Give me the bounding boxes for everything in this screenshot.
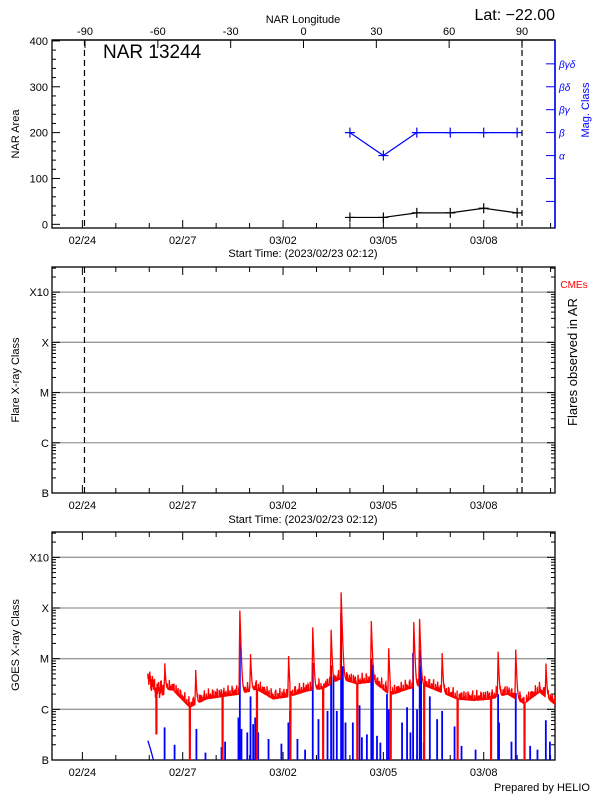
y-tick-label: 200: [30, 128, 48, 140]
mag-class-point: [512, 127, 523, 138]
nar-area-point: [344, 212, 355, 223]
y-tick-label: C: [41, 704, 49, 716]
x-tick-label: 03/08: [470, 235, 498, 247]
x-tick-label: 03/02: [269, 767, 297, 779]
x-tick-label: 03/08: [470, 767, 498, 779]
y-tick-label: C: [41, 438, 49, 450]
mag-class-axis-title: Mag. Class: [580, 82, 592, 138]
longitude-tick-label: 30: [370, 26, 382, 38]
mag-class-point: [478, 127, 489, 138]
mag-class-point: [411, 127, 422, 138]
x-tick-label: 02/24: [69, 235, 97, 247]
mag-class-tick-label: βγδ: [558, 60, 576, 71]
y-tick-label: X: [42, 337, 50, 349]
mag-class-tick-label: βγ: [558, 106, 571, 117]
top-axis-title: NAR Longitude: [266, 14, 341, 26]
y-tick-label: 0: [42, 219, 48, 231]
goes-long-baseline: [147, 740, 155, 760]
x-tick-label: 02/24: [69, 500, 97, 512]
x-tick-label: 03/05: [370, 767, 398, 779]
longitude-tick-label: -60: [150, 26, 166, 38]
mag-class-line: [349, 132, 518, 157]
area-axis-title: NAR Area: [10, 109, 22, 159]
x-tick-label: 03/05: [370, 500, 398, 512]
x-tick-label: 02/27: [169, 235, 197, 247]
mag-class-tick-label: β: [558, 129, 565, 140]
plot-frame: [51, 531, 556, 761]
mag-class-point: [378, 150, 389, 161]
goes-axis-title: GOES X-ray Class: [10, 599, 22, 691]
nar-area-point: [445, 207, 456, 218]
y-tick-label: X: [42, 603, 50, 615]
longitude-tick-label: -30: [223, 26, 239, 38]
y-tick-label: 400: [30, 36, 48, 48]
footer-credit: Prepared by HELIO: [494, 782, 590, 794]
x-tick-label: 03/02: [269, 500, 297, 512]
y-tick-label: 300: [30, 82, 48, 94]
latitude-label: Lat: −22.00: [474, 7, 555, 24]
cmes-label: CMEs: [560, 280, 587, 291]
goes-short-line: [147, 592, 555, 760]
nar-area-point: [378, 212, 389, 223]
mag-class-point: [344, 127, 355, 138]
longitude-tick-label: 60: [443, 26, 455, 38]
y-tick-label: 100: [30, 173, 48, 185]
nar-area-point: [512, 207, 523, 218]
longitude-tick-label: 90: [516, 26, 528, 38]
panel1-xlabel: Start Time: (2023/02/23 02:12): [228, 248, 377, 260]
flare-axis-title: Flare X-ray Class: [10, 337, 22, 422]
flares-observed-axis-title: Flares observed in AR: [565, 298, 580, 426]
panel2-xlabel: Start Time: (2023/02/23 02:12): [228, 514, 377, 526]
mag-class-tick-label: α: [559, 152, 565, 163]
y-tick-label: M: [40, 654, 49, 666]
y-tick-label: B: [42, 755, 49, 767]
x-tick-label: 03/02: [269, 235, 297, 247]
x-tick-label: 02/27: [169, 500, 197, 512]
nar-area-point: [478, 203, 489, 214]
y-tick-label: M: [40, 388, 49, 400]
longitude-tick-label: -90: [77, 26, 93, 38]
mag-class-point: [445, 127, 456, 138]
mag-class-tick-label: βδ: [558, 83, 571, 94]
x-tick-label: 03/08: [470, 500, 498, 512]
plot-frame: [51, 39, 556, 229]
y-tick-label: X10: [29, 287, 49, 299]
nar-area-point: [411, 207, 422, 218]
x-tick-label: 03/05: [370, 235, 398, 247]
y-tick-label: X10: [29, 552, 49, 564]
goes-data-layer: [147, 592, 555, 760]
x-tick-label: 02/27: [169, 767, 197, 779]
longitude-tick-label: 0: [300, 26, 306, 38]
y-tick-label: B: [42, 488, 49, 500]
nar-area-line: [349, 207, 518, 219]
region-title: NAR 13244: [103, 42, 202, 63]
x-tick-label: 02/24: [69, 767, 97, 779]
plot-frame: [51, 266, 556, 494]
